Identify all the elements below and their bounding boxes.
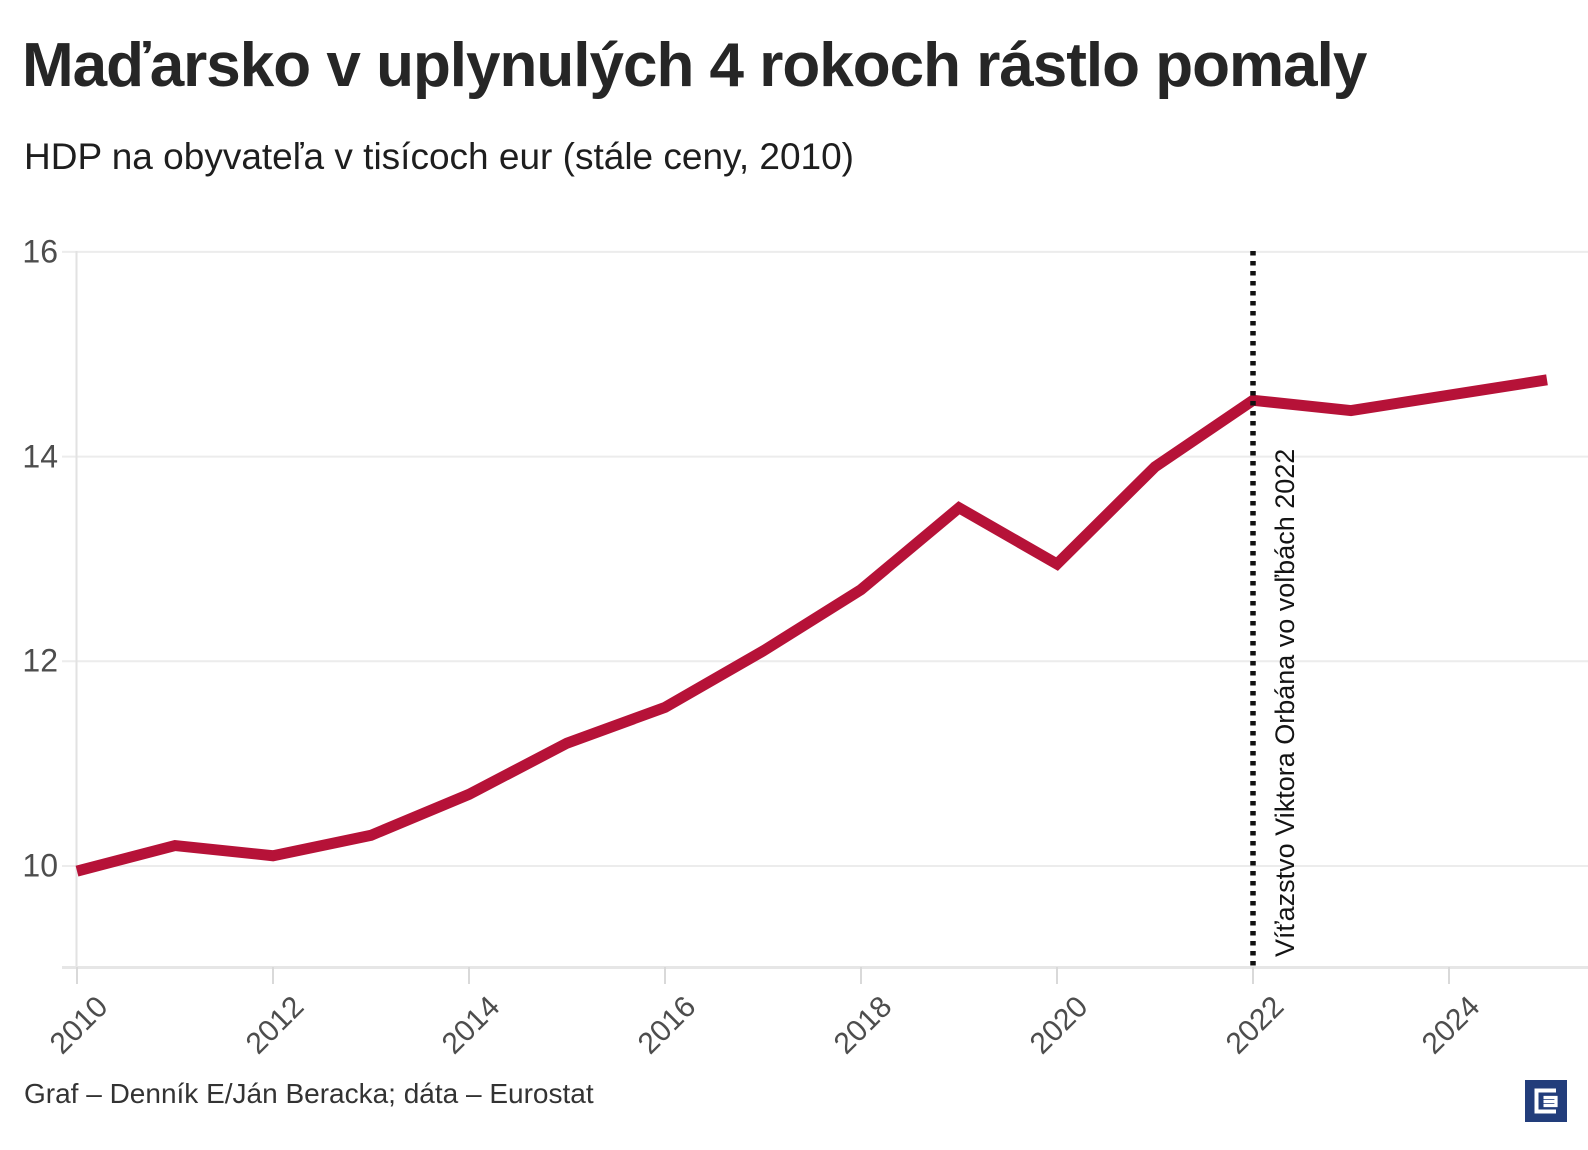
source-credit: Graf – Denník E/Ján Beracka; dáta – Euro… <box>24 1078 594 1109</box>
y-tick-label-16: 16 <box>22 233 58 270</box>
y-tick-label-10: 10 <box>22 847 58 884</box>
gdp-data-line <box>75 374 1548 877</box>
y-tick-label-14: 14 <box>22 438 58 475</box>
page-title: Maďarsko v uplynulých 4 rokoch rástlo po… <box>22 31 1367 100</box>
y-tick-label-12: 12 <box>22 642 58 679</box>
gridlines <box>62 250 1588 867</box>
dennik-e-logo <box>1525 1080 1567 1122</box>
x-axis-ticks <box>76 967 1450 984</box>
election-annotation: Víťazstvo Viktora Orbána vo voľbách 2022 <box>1270 448 1300 957</box>
chart-subtitle: HDP na obyvateľa v tisícoch eur (stále c… <box>24 136 855 177</box>
